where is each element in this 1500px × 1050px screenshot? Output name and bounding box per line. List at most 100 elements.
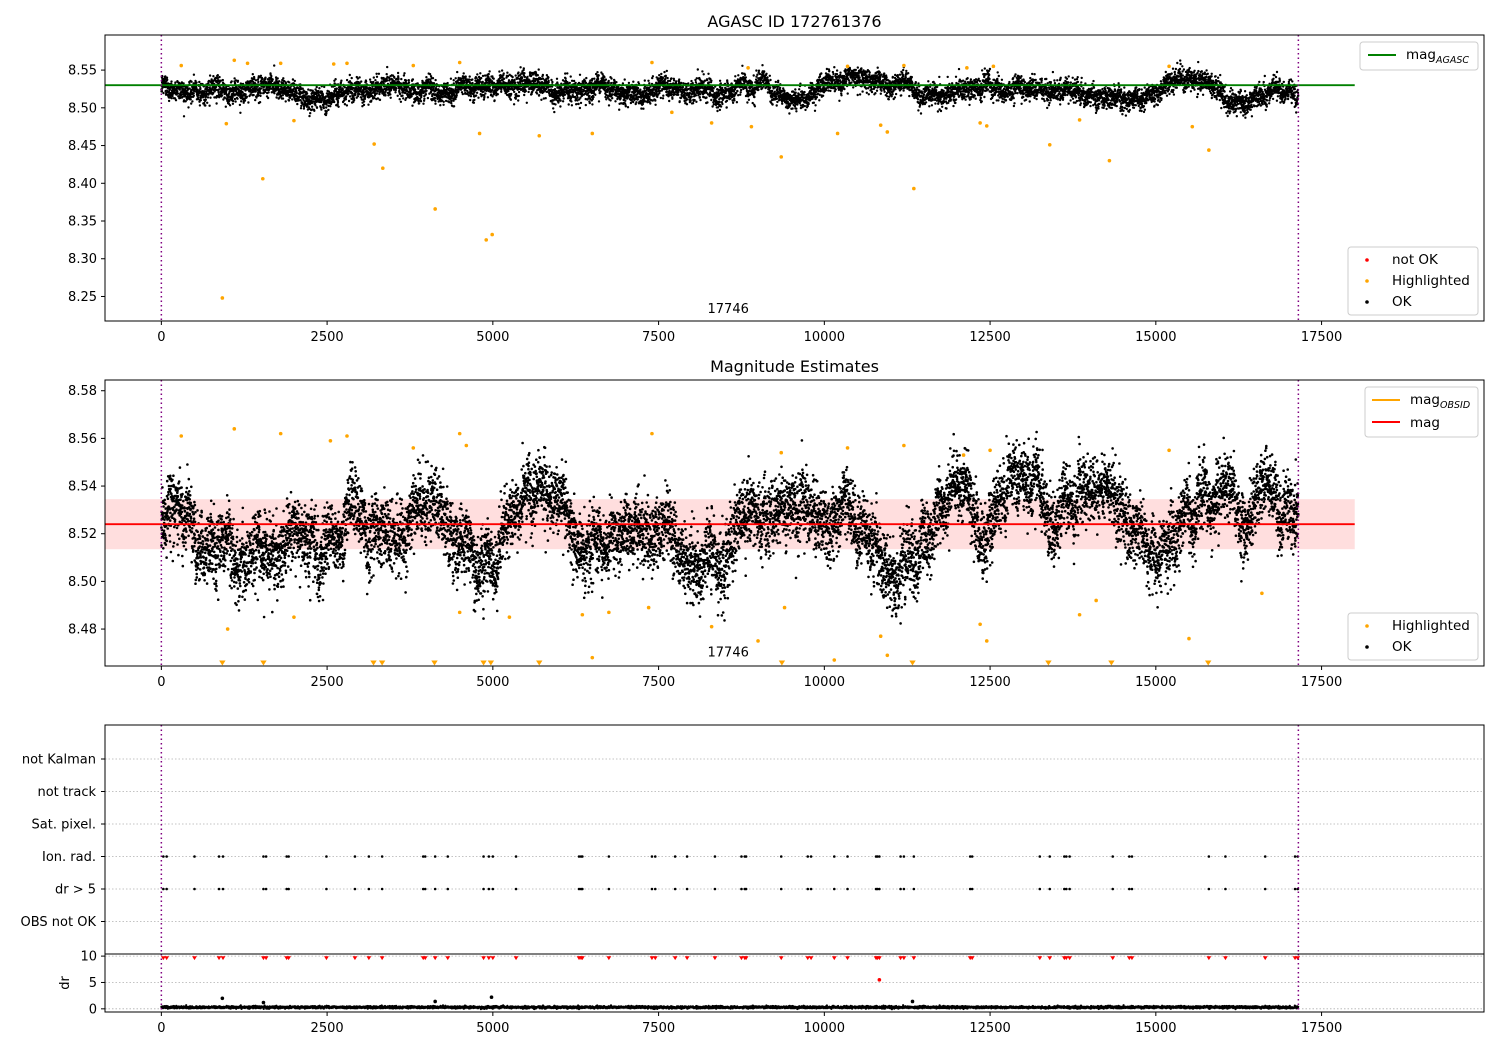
dr-outlier-point <box>489 995 494 1000</box>
xtick-label: 15000 <box>1135 1021 1176 1036</box>
below-range-marker <box>219 660 226 666</box>
highlighted-point <box>477 131 482 136</box>
legend2-highlighted-dot <box>1365 624 1369 628</box>
flag-point <box>899 855 902 858</box>
highlighted-point <box>345 434 349 438</box>
panel3-gridlines <box>101 758 1484 922</box>
category-label: not track <box>37 785 96 800</box>
highlighted-point <box>650 60 654 65</box>
dr-clipped-marker <box>672 956 678 961</box>
xtick-label: 12500 <box>969 330 1010 345</box>
ytick-label: 0 <box>89 1002 97 1017</box>
highlighted-point <box>590 131 595 136</box>
highlighted-point <box>292 615 296 619</box>
flag-point <box>1263 887 1267 891</box>
flag-point <box>325 855 328 858</box>
ytick-label: 8.50 <box>68 575 97 590</box>
panel-flags: not Kalman not track Sat. pixel. Ion. rad. d… <box>21 724 1485 955</box>
flag-point <box>685 887 689 891</box>
highlighted-point <box>537 133 542 138</box>
legend-obsid-label: mag <box>1410 392 1440 408</box>
ytick-label: 8.30 <box>68 252 97 267</box>
highlighted-point <box>779 155 784 159</box>
flag-point <box>353 855 357 858</box>
flag-point <box>685 855 689 858</box>
flag-point <box>1128 887 1131 891</box>
highlighted-point <box>984 639 989 643</box>
legend-notok-dot <box>1365 258 1369 262</box>
flag-point <box>285 855 288 858</box>
ytick-label: 8.45 <box>68 139 97 154</box>
panel2-yticks: 8.48 8.50 8.52 8.54 8.56 8.58 <box>68 384 105 638</box>
xtick-label: 7500 <box>642 675 675 690</box>
flag-point <box>1293 887 1297 891</box>
panel1-legend-top: magAGASC <box>1359 41 1479 71</box>
highlighted-point <box>670 110 674 115</box>
highlighted-point <box>411 446 416 450</box>
highlighted-point <box>179 63 184 68</box>
flag-point <box>433 887 437 891</box>
highlighted-point <box>845 446 850 450</box>
flag-point <box>446 887 450 891</box>
flag-point <box>846 887 849 891</box>
flag-point <box>1048 855 1052 858</box>
highlighted-point <box>457 610 462 615</box>
dr-clipped-marker <box>1206 956 1212 961</box>
highlighted-point <box>411 63 416 68</box>
ytick-label: 8.50 <box>68 101 97 116</box>
flag-point <box>162 855 165 858</box>
dr-clipped-marker <box>579 956 585 961</box>
ok-points <box>160 1004 1300 1011</box>
dr-clipped-marker <box>490 956 496 961</box>
flag-point <box>846 855 849 858</box>
highlighted-point <box>179 434 184 438</box>
flag-point <box>165 855 168 858</box>
highlighted-point <box>278 61 283 66</box>
flag-point <box>809 855 813 858</box>
xtick-label: 5000 <box>476 330 509 345</box>
flag-point <box>1048 887 1052 891</box>
flag-point <box>1065 887 1068 891</box>
flag-point <box>514 887 518 891</box>
flag-point <box>581 855 584 858</box>
dr-clipped-marker <box>969 956 975 961</box>
flag-point <box>1038 855 1042 858</box>
legend2-highlighted-label: Highlighted <box>1392 618 1470 634</box>
highlighted-point <box>507 615 512 619</box>
flag-point <box>162 887 165 891</box>
flag-point <box>713 887 717 891</box>
flag-point <box>577 887 581 891</box>
highlighted-point <box>978 622 982 627</box>
dr-clipped-marker <box>164 956 170 961</box>
flag-point <box>217 855 221 858</box>
dr-clipped-marker <box>739 956 744 961</box>
flag-point <box>491 887 495 891</box>
xtick-label: 2500 <box>311 675 344 690</box>
xtick-label: 0 <box>157 330 165 345</box>
flag-point <box>912 887 916 891</box>
xtick-label: 17500 <box>1301 1021 1342 1036</box>
dr-clipped-marker <box>513 956 519 961</box>
dr-clipped-marker <box>192 956 197 961</box>
highlighted-point <box>782 605 787 610</box>
flag-point <box>902 855 906 858</box>
flag-point <box>653 887 657 891</box>
category-label: Ion. rad. <box>42 850 96 865</box>
xtick-label: 10000 <box>804 675 845 690</box>
flag-point <box>1207 887 1211 891</box>
highlighted-point <box>1094 598 1098 603</box>
flag-point <box>607 855 611 858</box>
flag-point <box>1111 887 1115 891</box>
flag-point <box>193 855 196 858</box>
legend-ok-label: OK <box>1392 294 1413 310</box>
highlighted-point <box>1190 124 1195 129</box>
below-range-marker <box>487 660 495 666</box>
highlighted-point <box>607 610 611 615</box>
highlighted-point <box>1077 118 1082 122</box>
xtick-label: 15000 <box>1135 675 1176 690</box>
legend-ok-dot <box>1365 300 1369 304</box>
below-range-marker <box>370 660 377 666</box>
panel2-legend-bottom: Highlighted OK <box>1347 612 1479 661</box>
panel4-xticks: 0 2500 5000 7500 10000 12500 15000 17500 <box>157 1012 1342 1036</box>
